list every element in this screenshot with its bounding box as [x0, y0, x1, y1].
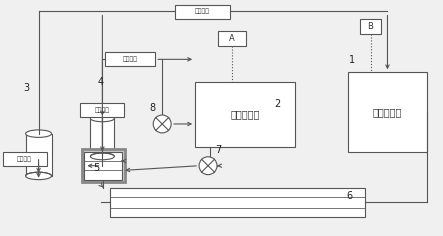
Text: 8: 8 [149, 103, 155, 113]
FancyBboxPatch shape [110, 188, 365, 217]
Text: 高压冷气: 高压冷气 [95, 107, 110, 113]
Ellipse shape [26, 172, 51, 180]
Ellipse shape [90, 115, 114, 122]
Ellipse shape [26, 130, 51, 137]
Text: 低压冷气: 低压冷气 [17, 156, 32, 162]
Circle shape [199, 157, 217, 175]
Text: 5: 5 [93, 163, 100, 173]
Text: 高温热水池: 高温热水池 [373, 107, 402, 117]
FancyBboxPatch shape [175, 5, 230, 19]
FancyBboxPatch shape [218, 30, 246, 46]
FancyBboxPatch shape [81, 103, 124, 117]
Text: 高压蒸气: 高压蒸气 [195, 9, 210, 14]
FancyBboxPatch shape [348, 72, 427, 152]
Text: 6: 6 [346, 190, 353, 201]
FancyBboxPatch shape [195, 82, 295, 147]
Text: 2: 2 [275, 99, 281, 109]
Text: A: A [229, 34, 235, 43]
FancyBboxPatch shape [105, 52, 155, 66]
Text: B: B [368, 21, 373, 30]
Text: 7: 7 [215, 145, 221, 155]
FancyBboxPatch shape [3, 152, 47, 166]
Ellipse shape [90, 153, 114, 160]
Text: 4: 4 [97, 77, 104, 87]
Circle shape [153, 115, 171, 133]
FancyBboxPatch shape [85, 152, 122, 180]
FancyBboxPatch shape [360, 19, 381, 34]
FancyBboxPatch shape [82, 149, 125, 182]
Text: 1: 1 [349, 55, 355, 65]
Bar [90, 118, 114, 156]
Bar [26, 134, 51, 176]
Text: 3: 3 [23, 83, 30, 93]
Text: 低压蒸气: 低压蒸气 [123, 57, 138, 62]
Text: 低温冷水池: 低温冷水池 [230, 110, 260, 119]
